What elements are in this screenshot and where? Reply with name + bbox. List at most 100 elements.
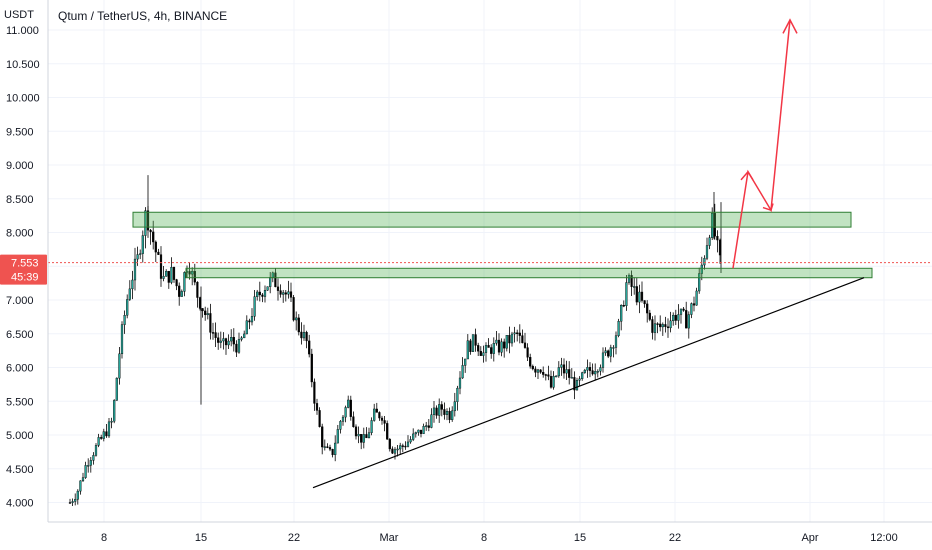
candle-body: [193, 271, 196, 283]
candle-body: [318, 410, 321, 427]
candle-body: [648, 312, 651, 320]
candle-body: [250, 316, 254, 323]
candle-body: [451, 410, 454, 420]
x-tick-label: 8: [101, 532, 107, 544]
candle-body: [456, 387, 459, 402]
candle-body: [542, 372, 545, 375]
candle-body: [703, 258, 706, 266]
candle-body: [547, 374, 550, 377]
y-tick-label: 5.500: [6, 396, 34, 408]
candle-body: [448, 411, 451, 420]
candle-body: [614, 335, 618, 348]
candle-body: [196, 281, 199, 298]
candle-body: [292, 297, 295, 321]
ascending-trendline: [312, 277, 865, 489]
candle-body: [224, 338, 228, 346]
candle-body: [266, 286, 269, 291]
projection-arrowhead: [782, 18, 798, 34]
candle-body: [230, 337, 233, 342]
candle-body: [700, 264, 703, 274]
candle-body: [588, 367, 592, 371]
candle-body: [76, 490, 79, 500]
candle-body: [477, 345, 480, 352]
candle-body: [245, 320, 248, 335]
candle-body: [568, 369, 571, 378]
candle-body: [627, 275, 631, 283]
candle-body: [152, 231, 155, 243]
candle-body: [276, 286, 280, 291]
candle-body: [622, 304, 625, 307]
x-tick-label: Apr: [801, 532, 818, 544]
candle-body: [518, 332, 521, 336]
candle-body: [183, 272, 186, 292]
candle-body: [409, 439, 412, 443]
candle-body: [575, 380, 579, 391]
candle-body: [188, 271, 191, 275]
candle-body: [206, 313, 209, 316]
candle-body: [81, 477, 85, 482]
candle-body: [89, 460, 92, 466]
x-tick-label: 22: [288, 532, 300, 544]
candle-body: [331, 448, 334, 455]
candle-body: [71, 501, 74, 503]
candle-body: [698, 273, 701, 292]
candle-body: [105, 431, 108, 437]
candle-body: [630, 275, 633, 287]
candle-body: [305, 331, 308, 342]
x-tick-label: Mar: [380, 532, 399, 544]
x-tick-label: 8: [481, 532, 487, 544]
candle-body: [666, 326, 670, 329]
candle-body: [539, 369, 542, 373]
candle-body: [487, 345, 490, 348]
candle-body: [92, 455, 95, 461]
candle-body: [672, 314, 675, 322]
candle-body: [136, 254, 139, 260]
y-tick-label: 11.000: [6, 25, 39, 37]
candle-body: [315, 403, 319, 411]
candle-body: [679, 308, 683, 315]
candle-body: [503, 341, 506, 349]
candle-body: [609, 347, 612, 357]
candle-body: [310, 353, 313, 383]
y-tick-label: 6.000: [6, 363, 34, 375]
candle-body: [682, 308, 685, 311]
candle-body: [97, 437, 100, 446]
candle-body: [263, 289, 267, 297]
y-tick-label: 4.000: [6, 498, 34, 510]
currency-label: USDT: [4, 9, 34, 21]
candle-body: [149, 229, 152, 233]
candle-body: [617, 321, 620, 336]
candle-body: [417, 429, 420, 433]
candle-body: [139, 253, 142, 255]
candle-body: [445, 411, 449, 415]
candle-body: [180, 291, 183, 297]
candle-body: [638, 291, 641, 303]
y-tick-label: 5.000: [6, 430, 34, 442]
candle-body: [659, 323, 662, 328]
candle-body: [235, 343, 238, 353]
candle-body: [440, 404, 443, 410]
candle-body: [133, 258, 137, 281]
candle-body: [162, 276, 165, 279]
last-price-tag: 7.553 45:39: [0, 254, 47, 285]
candle-body: [422, 426, 425, 434]
candle-body: [253, 296, 256, 317]
candle-body: [656, 323, 659, 325]
candle-body: [578, 378, 581, 381]
candle-body: [443, 409, 446, 415]
candle-body: [159, 254, 163, 279]
time-axis: 8 15 22 Mar 8 15 22 Apr 12:00: [101, 532, 898, 544]
candle-body: [401, 445, 404, 447]
candle-body: [375, 408, 378, 413]
candle-body: [612, 347, 615, 349]
y-tick-label: 9.500: [6, 126, 34, 138]
candle-body: [599, 367, 602, 372]
candle-body: [474, 334, 477, 346]
candle-body: [531, 365, 534, 370]
candle-body: [570, 377, 573, 379]
candle-body: [471, 334, 475, 352]
candle-body: [685, 310, 688, 329]
x-tick-label: 15: [574, 532, 586, 544]
candle-body: [68, 502, 72, 504]
